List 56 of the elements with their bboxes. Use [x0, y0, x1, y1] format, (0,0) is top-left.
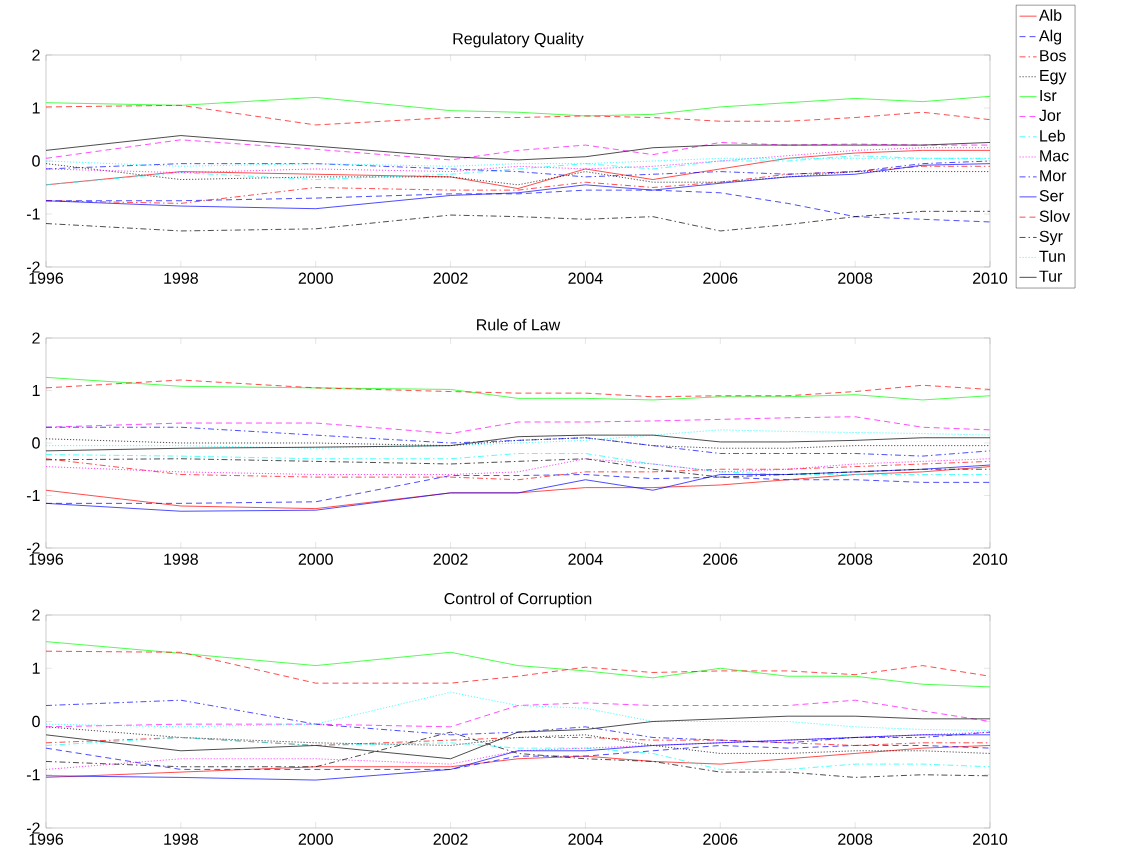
chart-title: Control of Corruption [444, 592, 592, 608]
y-tick-label: -2 [26, 542, 40, 554]
y-tick-label: -1 [26, 208, 40, 220]
y-tick-label: -2 [26, 822, 40, 834]
legend-label: Bos [1040, 50, 1066, 62]
legend-label: Mac [1040, 150, 1069, 162]
y-tick-label: -1 [26, 489, 40, 501]
x-tick-label: 2008 [838, 272, 873, 284]
chart-title: Regulatory Quality [453, 32, 584, 48]
x-tick-label: 2006 [703, 833, 738, 845]
x-tick-label: 2000 [298, 272, 333, 284]
legend-label: Jor [1039, 109, 1061, 122]
y-tick-label: 2 [32, 332, 40, 344]
x-tick-label: 2000 [298, 833, 333, 845]
y-tick-label: 0 [32, 155, 40, 167]
x-tick-label: 2010 [973, 553, 1008, 565]
x-tick-label: 2010 [973, 272, 1008, 284]
legend-label: Alg [1038, 29, 1062, 45]
chart-title: Rule of Law [477, 318, 561, 331]
x-tick-label: 2010 [973, 833, 1008, 845]
x-tick-label: 2008 [838, 553, 873, 565]
legend-label: Syr [1039, 230, 1063, 246]
legend-label: Slov [1039, 210, 1071, 222]
legend-label: Tun [1039, 250, 1065, 262]
y-tick-label: 1 [32, 102, 40, 114]
x-tick-label: 1998 [164, 272, 198, 284]
legend-label: Egy [1040, 70, 1067, 85]
legend-label: Mor [1040, 170, 1067, 182]
x-tick-label: 1996 [29, 272, 64, 284]
y-tick-label: -2 [26, 261, 40, 273]
x-tick-label: 1998 [164, 553, 198, 565]
y-tick-label: 1 [32, 662, 40, 674]
y-tick-label: 0 [32, 437, 40, 449]
y-tick-label: -1 [26, 769, 40, 781]
x-tick-label: 2004 [568, 272, 603, 284]
x-tick-label: 2004 [568, 553, 603, 565]
x-tick-label: 2006 [703, 272, 738, 284]
legend-label: Tur [1039, 270, 1063, 282]
x-tick-label: 1996 [29, 553, 64, 565]
legend-label: Alb [1038, 9, 1062, 21]
x-tick-label: 2002 [433, 272, 468, 284]
x-tick-label: 2000 [298, 553, 333, 565]
y-tick-label: 2 [32, 49, 40, 61]
legend-label: Leb [1040, 129, 1065, 142]
legend-label: Isr [1040, 89, 1057, 102]
x-tick-label: 2002 [433, 553, 468, 565]
x-tick-label: 2008 [838, 833, 873, 845]
x-tick-label: 2006 [703, 553, 738, 565]
y-tick-label: 2 [32, 609, 40, 621]
x-tick-label: 2004 [568, 833, 603, 845]
y-tick-label: 1 [32, 384, 40, 396]
x-tick-label: 1998 [164, 833, 198, 845]
y-tick-label: 0 [32, 715, 40, 728]
x-tick-label: 2002 [433, 833, 468, 845]
x-tick-label: 1996 [29, 833, 64, 845]
legend-label: Ser [1039, 190, 1064, 202]
